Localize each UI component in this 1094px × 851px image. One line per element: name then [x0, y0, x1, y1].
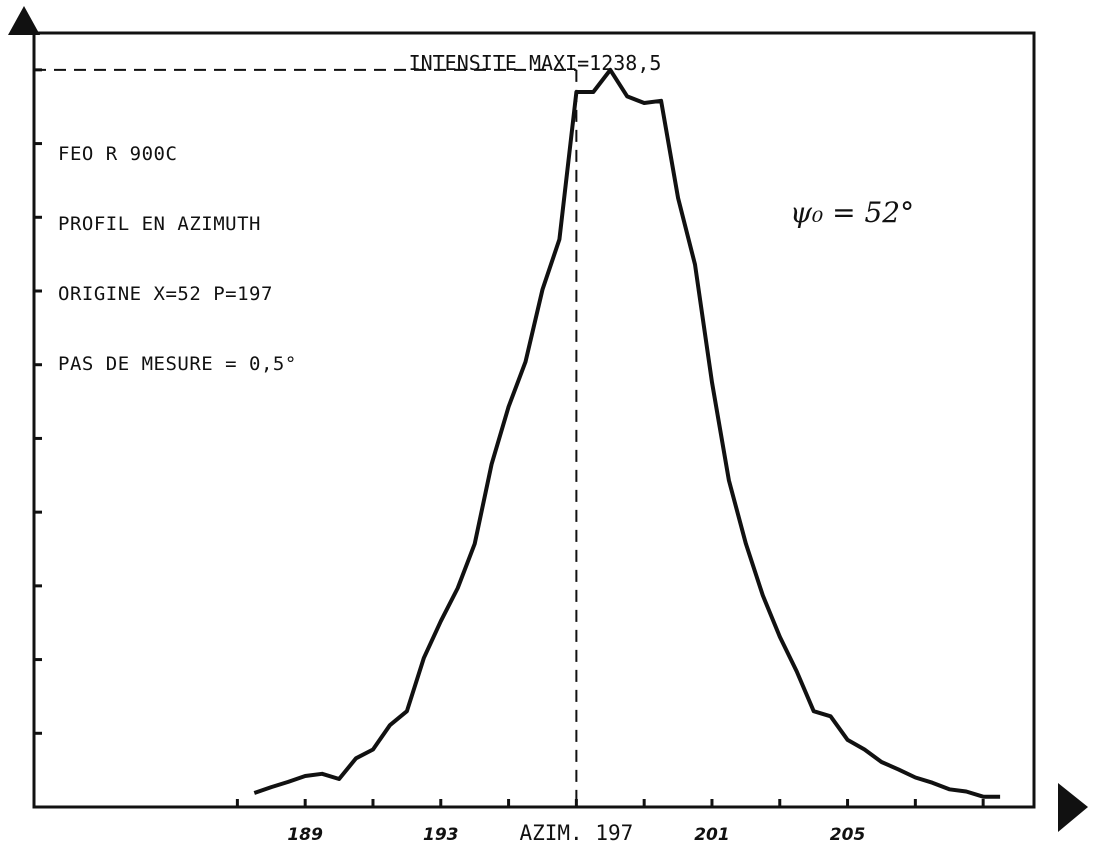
x-tick-label: 201 — [694, 825, 730, 845]
x-tick-label: 205 — [830, 825, 866, 845]
x-axis-ticks — [235, 799, 985, 807]
x-tick-label: 193 — [423, 825, 459, 845]
annotation-sample: FEO R 900C — [58, 143, 177, 165]
chart-title: INTENSITE MAXI=1238,5 — [409, 51, 662, 75]
annotation-step: PAS DE MESURE = 0,5° — [58, 353, 297, 375]
annotation-origin: ORIGINE X=52 P=197 — [58, 283, 273, 305]
annotation-profile: PROFIL EN AZIMUTH — [58, 213, 261, 235]
series-line-azimuth-profile — [253, 67, 1001, 799]
x-tick-labels: 189 193 AZIM. 197 201 205 — [287, 821, 865, 845]
x-tick-label: 189 — [287, 825, 323, 845]
x-axis-arrow-icon — [1058, 783, 1088, 832]
y-axis-arrow-icon — [8, 6, 40, 35]
x-tick-label: AZIM. 197 — [519, 821, 633, 845]
annotation-psi: ψ₀ = 52° — [790, 196, 914, 229]
plot-frame — [32, 31, 1036, 809]
